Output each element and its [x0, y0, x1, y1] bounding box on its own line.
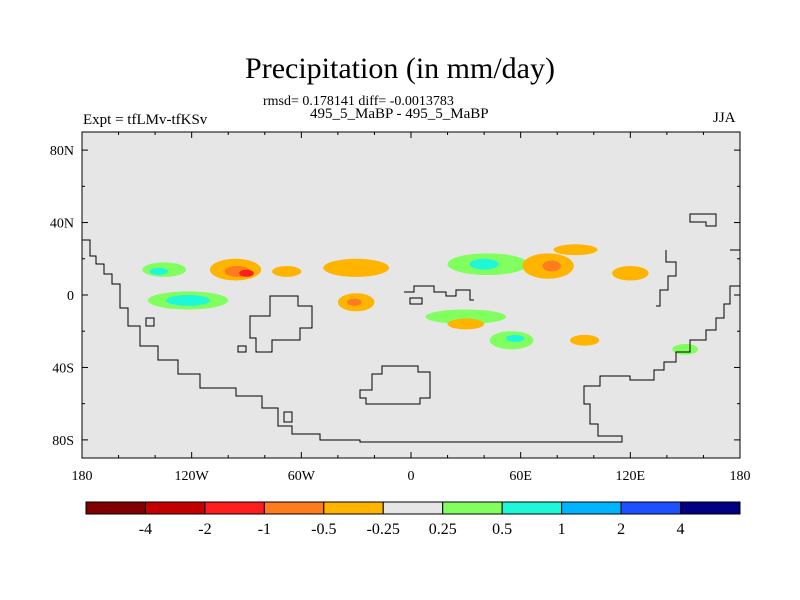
colorbar-swatch [323, 501, 384, 515]
colorbar-swatch [620, 501, 682, 515]
season-label: JJA [713, 110, 736, 126]
anomaly-patch [542, 260, 561, 272]
anomaly-patch [506, 334, 525, 343]
anomaly-patch [570, 334, 600, 346]
x-tick-label: 180 [72, 469, 93, 484]
y-tick-label: 40N [50, 217, 74, 232]
anomaly-patch [323, 258, 390, 277]
x-tick-label: 0 [408, 469, 415, 484]
colorbar-label: 2 [617, 521, 625, 538]
x-tick-label: 60E [509, 469, 532, 484]
colorbar-swatch [263, 501, 325, 515]
colorbar-label: -0.25 [367, 521, 400, 538]
colorbar-label: 0.5 [492, 521, 512, 538]
y-tick-label: 40S [52, 361, 74, 376]
colorbar-swatch [144, 501, 206, 515]
colorbar-swatch [204, 501, 265, 515]
colorbar-label: -1 [258, 521, 271, 538]
coastlines [82, 213, 740, 443]
anomaly-patch [272, 266, 302, 277]
anomaly-patch [553, 244, 598, 256]
anomaly-patch [469, 258, 499, 270]
expt-label: Expt = tfLMv-tfKSv [83, 112, 208, 128]
colorbar-swatch [382, 501, 444, 515]
colorbar-label: 4 [677, 521, 685, 538]
colorbar-label: 1 [558, 521, 566, 538]
anomaly-patch [447, 318, 485, 330]
x-axis: 180 120W 60W 0 60E 120E 180 [72, 132, 751, 484]
colorbar-swatch [501, 501, 563, 515]
y-tick-label: 80N [50, 144, 74, 159]
y-tick-label: 80S [52, 434, 74, 449]
rmsd-label: rmsd= 0.178141 diff= -0.0013783 [263, 94, 454, 109]
anomaly-patch [239, 269, 254, 277]
y-axis: 80N 40N 0 40S 80S [50, 144, 740, 449]
anomaly-patch [166, 295, 210, 306]
colorbar-label: 0.25 [429, 521, 457, 538]
x-tick-label: 120W [175, 469, 210, 484]
colorbar: -4 -2 -1 -0.5 -0.25 0.25 0.5 1 2 4 [85, 501, 741, 538]
colorbar-swatch [680, 501, 741, 515]
colorbar-swatch [561, 501, 622, 515]
anomaly-patch [612, 266, 649, 281]
colorbar-swatch [442, 501, 503, 515]
x-tick-label: 180 [730, 469, 751, 484]
anomaly-patch [347, 298, 362, 306]
x-tick-label: 60W [288, 469, 316, 484]
case-label: 495_5_MaBP - 495_5_MaBP [310, 106, 489, 122]
y-tick-label: 0 [67, 289, 74, 304]
chart-title: Precipitation (in mm/day) [245, 52, 555, 85]
colorbar-label: -0.5 [311, 521, 336, 538]
colorbar-label: -4 [139, 521, 152, 538]
x-tick-label: 120E [616, 469, 646, 484]
anomaly-patch [425, 309, 507, 324]
colorbar-label: -2 [198, 521, 211, 538]
anomaly-patch [149, 267, 168, 276]
colorbar-swatch [85, 501, 146, 515]
